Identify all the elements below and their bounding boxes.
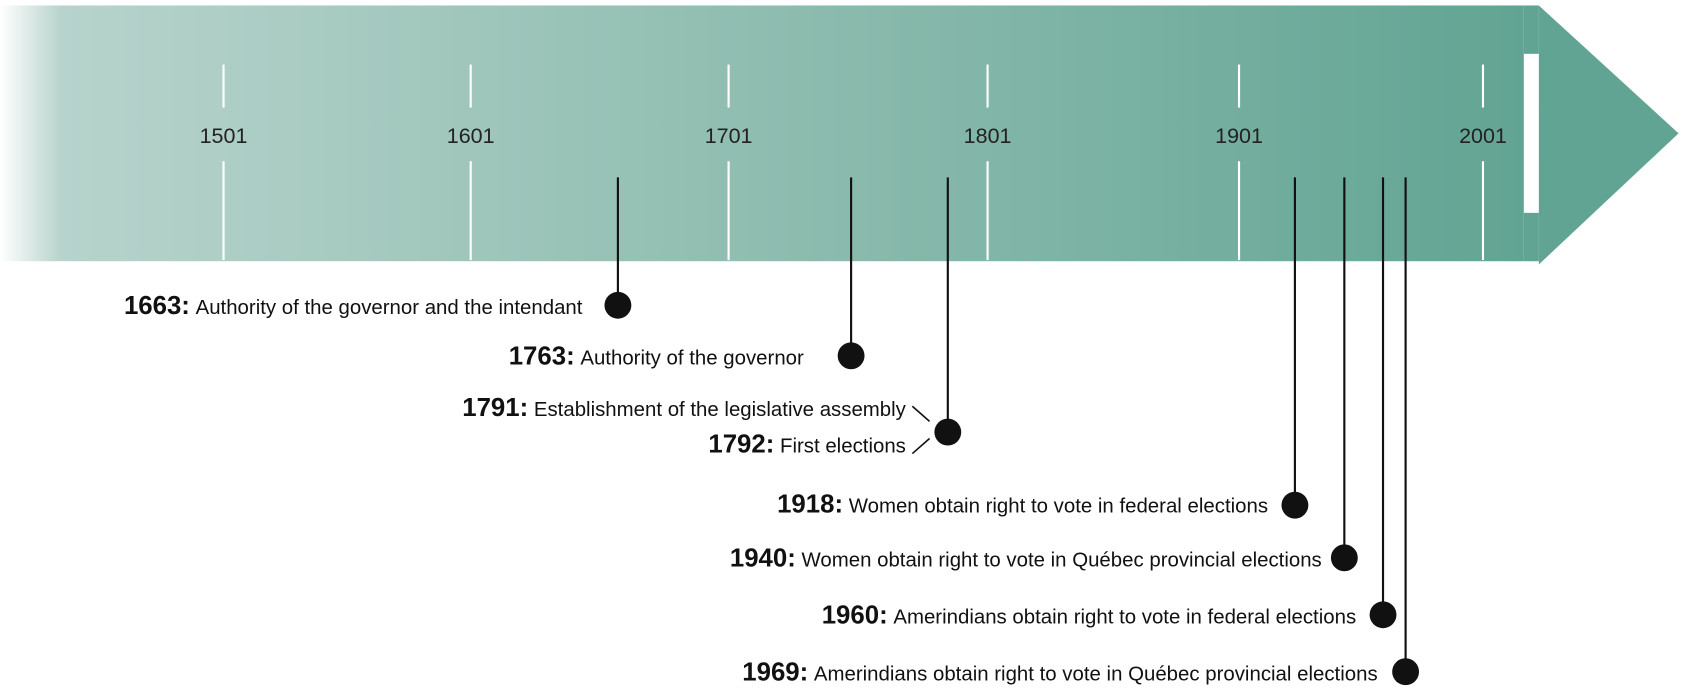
event-label: 1969: Amerindians obtain right to vote i… (742, 658, 1377, 686)
event-label: 1763: Authority of the governor (509, 342, 804, 370)
event-year: 1791: (462, 394, 528, 422)
event-text: Women obtain right to vote in federal el… (849, 496, 1268, 518)
event-text: Amerindians obtain right to vote in fede… (893, 606, 1356, 628)
event-dot (1281, 491, 1309, 519)
event-year: 1969: (742, 658, 808, 686)
event-label: 1940: Women obtain right to vote in Québ… (730, 544, 1322, 572)
tick-label: 1901 (1215, 124, 1263, 148)
event-text: Establishment of the legislative assembl… (534, 399, 907, 421)
connectors (911, 405, 931, 455)
tick-label: 1801 (964, 124, 1012, 148)
event-label: 1918: Women obtain right to vote in fede… (777, 491, 1268, 519)
event-text: Women obtain right to vote in Québec pro… (801, 549, 1321, 571)
event-year: 1940: (730, 544, 796, 572)
event-dot (1392, 658, 1420, 686)
event-label: 1792: First elections (708, 430, 906, 458)
event-text: Amerindians obtain right to vote in Québ… (814, 663, 1378, 685)
arrow (0, 5, 1679, 265)
event-dot (604, 291, 632, 319)
event-year: 1918: (777, 491, 843, 519)
event-label: 1663: Authority of the governor and the … (124, 292, 583, 320)
event-year: 1792: (708, 430, 774, 458)
event-dot (934, 418, 962, 446)
event-year: 1763: (509, 342, 575, 370)
event-text: Authority of the governor (580, 347, 804, 369)
event-year: 1663: (124, 292, 190, 320)
event-dot (1330, 544, 1358, 572)
event-dot (837, 342, 865, 370)
event-label: 1791: Establishment of the legislative a… (462, 394, 906, 422)
tick-label: 2001 (1459, 124, 1507, 148)
event-text: First elections (780, 435, 906, 457)
tick-label: 1701 (705, 124, 753, 148)
event-label: 1960: Amerindians obtain right to vote i… (822, 601, 1356, 629)
tick-label: 1601 (447, 124, 495, 148)
tick-label: 1501 (200, 124, 248, 148)
event-dot (1369, 601, 1397, 629)
event-text: Authority of the governor and the intend… (196, 297, 583, 319)
event-year: 1960: (822, 601, 888, 629)
